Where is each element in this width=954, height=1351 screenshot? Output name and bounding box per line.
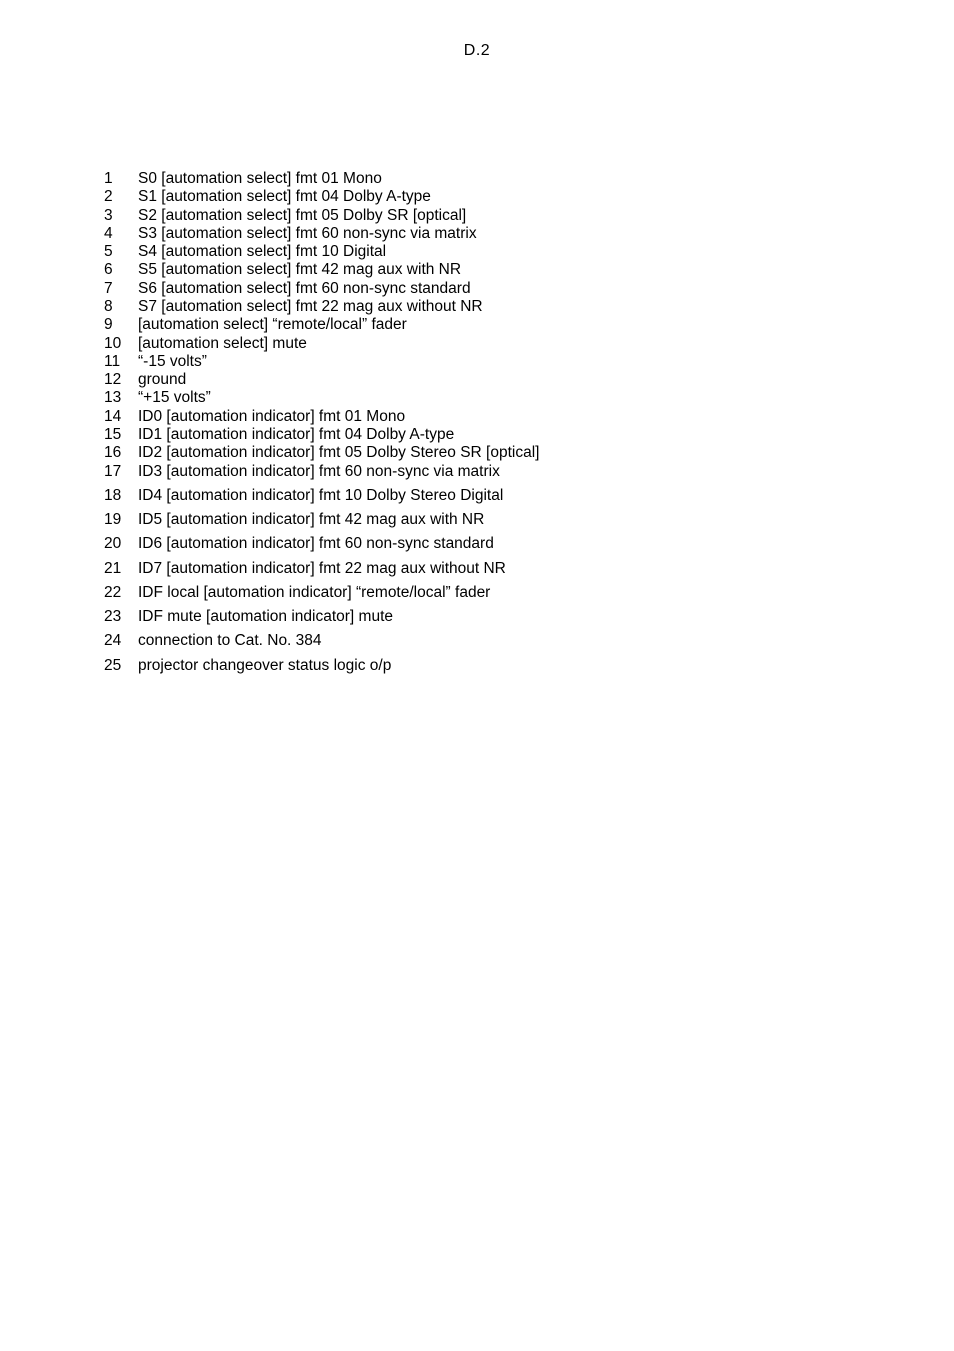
pin-description: S7 [automation select] fmt 22 mag aux wi…	[138, 298, 864, 316]
list-item: 10[automation select] mute	[104, 335, 864, 353]
pin-number: 17	[104, 463, 138, 481]
pin-description: connection to Cat. No. 384	[138, 632, 864, 650]
list-item: 5S4 [automation select] fmt 10 Digital	[104, 243, 864, 261]
pin-description: ID3 [automation indicator] fmt 60 non-sy…	[138, 463, 864, 481]
list-item: 16ID2 [automation indicator] fmt 05 Dolb…	[104, 444, 864, 462]
list-item: 4S3 [automation select] fmt 60 non-sync …	[104, 225, 864, 243]
list-item: 7S6 [automation select] fmt 60 non-sync …	[104, 280, 864, 298]
pin-number: 20	[104, 535, 138, 553]
list-item: 15ID1 [automation indicator] fmt 04 Dolb…	[104, 426, 864, 444]
pin-description: “+15 volts”	[138, 389, 864, 407]
pin-number: 22	[104, 584, 138, 602]
pin-number: 9	[104, 316, 138, 334]
pin-number: 2	[104, 188, 138, 206]
pin-number: 18	[104, 487, 138, 505]
pin-number: 12	[104, 371, 138, 389]
pin-number: 24	[104, 632, 138, 650]
pin-number: 15	[104, 426, 138, 444]
list-item: 18ID4 [automation indicator] fmt 10 Dolb…	[104, 487, 864, 505]
pin-description: [automation select] mute	[138, 335, 864, 353]
pin-description: projector changeover status logic o/p	[138, 657, 864, 675]
list-item: 25projector changeover status logic o/p	[104, 657, 864, 675]
list-item: 24connection to Cat. No. 384	[104, 632, 864, 650]
pin-number: 23	[104, 608, 138, 626]
pin-number: 7	[104, 280, 138, 298]
list-item: 8S7 [automation select] fmt 22 mag aux w…	[104, 298, 864, 316]
pin-number: 5	[104, 243, 138, 261]
list-item: 3S2 [automation select] fmt 05 Dolby SR …	[104, 207, 864, 225]
pin-description: ID6 [automation indicator] fmt 60 non-sy…	[138, 535, 864, 553]
pin-description: S1 [automation select] fmt 04 Dolby A-ty…	[138, 188, 864, 206]
pin-description: ground	[138, 371, 864, 389]
list-item: 2S1 [automation select] fmt 04 Dolby A-t…	[104, 188, 864, 206]
list-item: 12ground	[104, 371, 864, 389]
pin-description: S2 [automation select] fmt 05 Dolby SR […	[138, 207, 864, 225]
pin-description: ID7 [automation indicator] fmt 22 mag au…	[138, 560, 864, 578]
pin-description: ID0 [automation indicator] fmt 01 Mono	[138, 408, 864, 426]
list-item: 13“+15 volts”	[104, 389, 864, 407]
list-item: 20ID6 [automation indicator] fmt 60 non-…	[104, 535, 864, 553]
list-item: 14ID0 [automation indicator] fmt 01 Mono	[104, 408, 864, 426]
pin-number: 6	[104, 261, 138, 279]
pin-description: ID1 [automation indicator] fmt 04 Dolby …	[138, 426, 864, 444]
pin-description: ID5 [automation indicator] fmt 42 mag au…	[138, 511, 864, 529]
pin-number: 10	[104, 335, 138, 353]
pin-number: 4	[104, 225, 138, 243]
pin-description: S4 [automation select] fmt 10 Digital	[138, 243, 864, 261]
pin-number: 19	[104, 511, 138, 529]
pin-description: S6 [automation select] fmt 60 non-sync s…	[138, 280, 864, 298]
pin-list: 1S0 [automation select] fmt 01 Mono2S1 […	[104, 170, 864, 675]
pin-number: 11	[104, 353, 138, 371]
list-item: 23IDF mute [automation indicator] mute	[104, 608, 864, 626]
pin-description: S5 [automation select] fmt 42 mag aux wi…	[138, 261, 864, 279]
pin-description: S3 [automation select] fmt 60 non-sync v…	[138, 225, 864, 243]
list-item: 9[automation select] “remote/local” fade…	[104, 316, 864, 334]
pin-description: “-15 volts”	[138, 353, 864, 371]
pin-number: 3	[104, 207, 138, 225]
pin-description: ID4 [automation indicator] fmt 10 Dolby …	[138, 487, 864, 505]
pin-number: 8	[104, 298, 138, 316]
page-number: D.2	[0, 42, 954, 60]
pin-number: 13	[104, 389, 138, 407]
list-item: 6S5 [automation select] fmt 42 mag aux w…	[104, 261, 864, 279]
pin-number: 14	[104, 408, 138, 426]
pin-description: IDF mute [automation indicator] mute	[138, 608, 864, 626]
pin-description: S0 [automation select] fmt 01 Mono	[138, 170, 864, 188]
pin-number: 16	[104, 444, 138, 462]
list-item: 11“-15 volts”	[104, 353, 864, 371]
list-item: 21ID7 [automation indicator] fmt 22 mag …	[104, 560, 864, 578]
pin-description: [automation select] “remote/local” fader	[138, 316, 864, 334]
page: D.2 1S0 [automation select] fmt 01 Mono2…	[0, 0, 954, 1351]
list-item: 22IDF local [automation indicator] “remo…	[104, 584, 864, 602]
pin-description: IDF local [automation indicator] “remote…	[138, 584, 864, 602]
pin-number: 21	[104, 560, 138, 578]
list-item: 1S0 [automation select] fmt 01 Mono	[104, 170, 864, 188]
pin-description: ID2 [automation indicator] fmt 05 Dolby …	[138, 444, 864, 462]
list-item: 19ID5 [automation indicator] fmt 42 mag …	[104, 511, 864, 529]
pin-number: 25	[104, 657, 138, 675]
pin-number: 1	[104, 170, 138, 188]
list-item: 17ID3 [automation indicator] fmt 60 non-…	[104, 463, 864, 481]
